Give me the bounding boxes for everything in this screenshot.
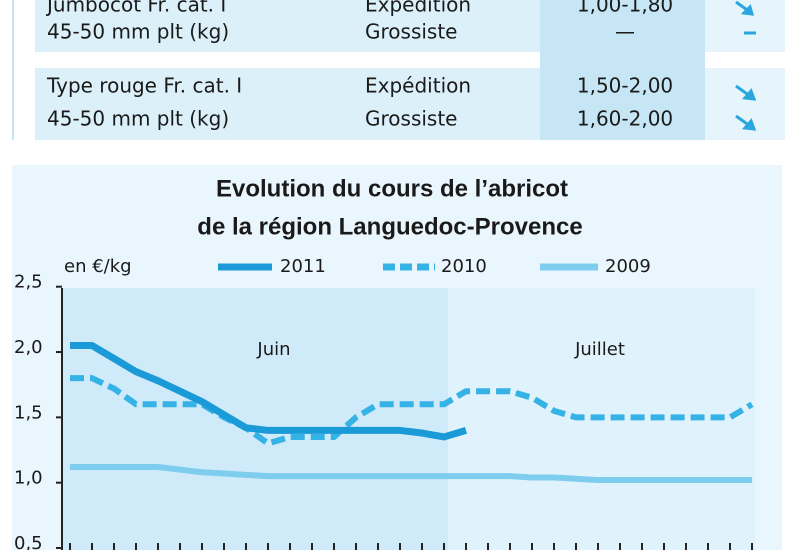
- chart-title: de la région Languedoc-Provence: [197, 213, 582, 240]
- y-tick-label: 1,0: [14, 468, 43, 489]
- row-bg: [35, 68, 540, 140]
- period-label: Juin: [256, 339, 290, 360]
- y-axis-label: en €/kg: [64, 256, 132, 277]
- period-label: Juillet: [574, 339, 625, 360]
- product-cell: 45-50 mm plt (kg): [47, 20, 229, 44]
- series-line: [70, 375, 754, 447]
- price-cell: 1,60-2,00: [577, 107, 673, 131]
- stage-cell: Expédition: [365, 74, 471, 98]
- product-cell: Jumbocot Fr. cat. I: [45, 0, 226, 17]
- price-cell: 1,00-1,80: [577, 0, 673, 17]
- legend-label: 2011: [280, 256, 326, 277]
- trend-icons: [735, 0, 757, 131]
- period-june: [62, 288, 448, 550]
- legend-label: 2010: [441, 256, 487, 277]
- y-tick-label: 2,5: [14, 272, 43, 293]
- series-line: [70, 463, 752, 484]
- stage-cell: Grossiste: [365, 20, 457, 44]
- row-bg: [35, 0, 540, 52]
- product-cell: Type rouge Fr. cat. I: [46, 74, 242, 98]
- stage-cell: Expédition: [365, 0, 471, 17]
- product-cell: 45-50 mm plt (kg): [47, 107, 229, 131]
- price-column-bg: [540, 0, 705, 140]
- y-tick-label: 0,5: [14, 533, 43, 550]
- series-line: [70, 341, 467, 441]
- price-cell: —: [615, 20, 635, 44]
- y-tick-label: 1,5: [14, 402, 43, 423]
- y-tick-label: 2,0: [14, 337, 43, 358]
- stage-cell: Grossiste: [365, 107, 457, 131]
- legend-label: 2009: [605, 256, 651, 277]
- price-cell: 1,50-2,00: [577, 74, 673, 98]
- chart-title: Evolution du cours de l’abricot: [216, 175, 568, 202]
